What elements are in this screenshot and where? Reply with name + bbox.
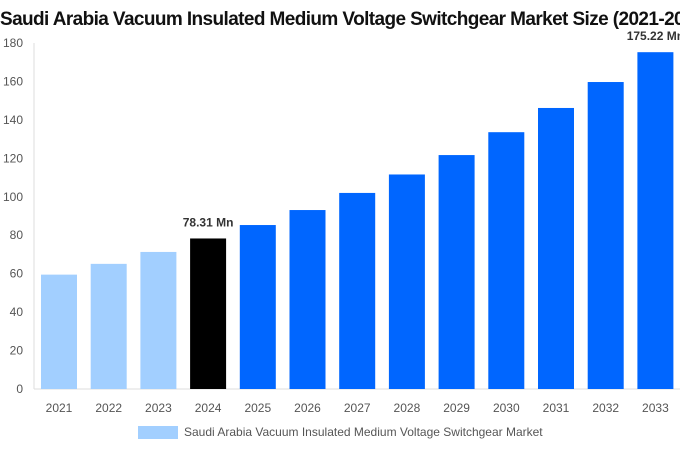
x-tick-label: 2026 <box>294 401 321 415</box>
data-label: 78.31 Mn <box>183 215 234 229</box>
bar-2024 <box>190 238 227 389</box>
bar-2029 <box>438 155 475 389</box>
y-tick-label: 20 <box>10 344 24 358</box>
y-tick-label: 100 <box>3 190 23 204</box>
x-tick-label: 2029 <box>443 401 470 415</box>
bar-2027 <box>339 192 376 389</box>
bar-2030 <box>488 132 525 390</box>
legend-swatch <box>138 425 178 439</box>
bar-2023 <box>140 251 177 389</box>
legend: Saudi Arabia Vacuum Insulated Medium Vol… <box>138 425 543 439</box>
x-tick-label: 2032 <box>592 401 619 415</box>
x-tick-label: 2021 <box>46 401 73 415</box>
bar-2031 <box>538 107 574 390</box>
bar-2026 <box>289 210 326 389</box>
y-tick-label: 140 <box>3 113 23 127</box>
data-label: 175.22 Mn <box>627 29 680 43</box>
x-tick-label: 2031 <box>543 401 570 415</box>
bar-2025 <box>239 225 276 389</box>
x-tick-label: 2027 <box>344 401 371 415</box>
x-tick-label: 2025 <box>244 401 271 415</box>
x-tick-label: 2030 <box>493 401 520 415</box>
y-tick-label: 60 <box>10 267 24 281</box>
x-tick-label: 2022 <box>95 401 122 415</box>
bar-2033 <box>637 52 674 389</box>
x-tick-label: 2023 <box>145 401 172 415</box>
x-tick-label: 2028 <box>394 401 421 415</box>
y-tick-label: 40 <box>10 305 24 319</box>
y-tick-label: 0 <box>16 382 23 396</box>
y-tick-label: 180 <box>3 36 23 50</box>
bar-2022 <box>90 263 127 389</box>
x-tick-label: 2033 <box>642 401 669 415</box>
legend-label: Saudi Arabia Vacuum Insulated Medium Vol… <box>184 425 543 439</box>
x-tick-label: 2024 <box>195 401 222 415</box>
y-tick-label: 160 <box>3 74 23 88</box>
y-tick-label: 80 <box>10 228 24 242</box>
y-tick-label: 120 <box>3 151 23 165</box>
bar-2021 <box>41 274 77 389</box>
chart-title: Saudi Arabia Vacuum Insulated Medium Vol… <box>0 9 680 30</box>
bar-2028 <box>388 174 425 389</box>
bar-2032 <box>587 82 624 389</box>
